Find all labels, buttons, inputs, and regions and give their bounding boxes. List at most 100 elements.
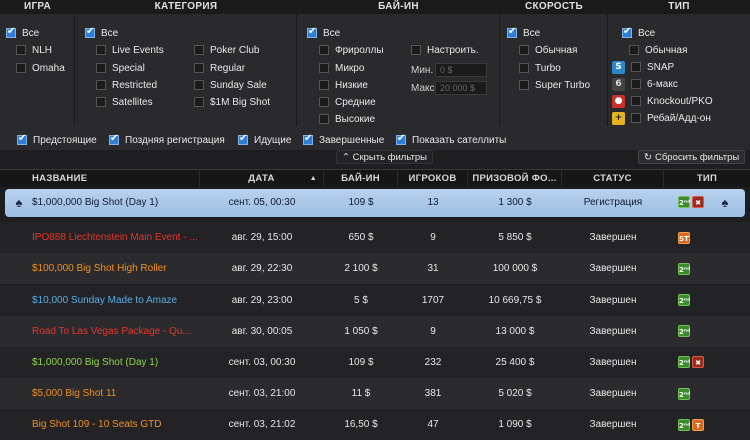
category-all-checkbox[interactable]: Все (85, 26, 118, 40)
type-knockout-checkbox[interactable]: ● Knockout/PKO (612, 94, 713, 108)
tournament-prize: 1 300 $ (468, 189, 562, 217)
buyin-max-input[interactable]: 20 000 $ (435, 81, 487, 95)
col-buyin[interactable]: БАЙ-ИН (324, 170, 398, 188)
st-icon: ST (678, 232, 690, 244)
chevron-up-icon: ⌃ (342, 152, 353, 163)
speed-filter: Все Обычная Turbo Super Turbo (500, 14, 608, 126)
buyin-medium-checkbox[interactable]: Средние (319, 95, 376, 109)
tournament-date: авг. 29, 22:30 (200, 253, 324, 284)
status-finished-checkbox[interactable]: Завершенные (303, 133, 384, 147)
category-poker-club-checkbox[interactable]: Poker Club (194, 43, 259, 57)
table-row[interactable]: $5,000 Big Shot 11 сент. 03, 21:00 11 $ 381… (0, 378, 750, 409)
buyin-low-checkbox[interactable]: Низкие (319, 78, 368, 92)
tournament-date: сент. 03, 21:00 (200, 378, 324, 409)
tournament-prize: 100 000 $ (468, 253, 562, 284)
col-players[interactable]: ИГРОКОВ (398, 170, 468, 188)
game-all-checkbox[interactable]: Все (6, 26, 39, 40)
tournament-name: Road To Las Vegas Package - Qu... (32, 316, 202, 347)
category-satellites-checkbox[interactable]: Satellites (96, 95, 153, 109)
tournament-name: $10,000 Sunday Made to Amaze (32, 285, 202, 316)
type-rebuy-checkbox[interactable]: + Ребай/Адд-он (612, 111, 711, 125)
type-all-checkbox[interactable]: Все (622, 26, 655, 40)
reset-filters-button[interactable]: ↻ Сбросить фильтры (638, 150, 745, 164)
buyin-filter: Все Фрироллы Микро Низкие Средние Высоки… (297, 14, 500, 126)
tournament-name: $1,000,000 Big Shot (Day 1) (32, 347, 202, 378)
category-regular-checkbox[interactable]: Regular (194, 61, 245, 75)
type-snap-checkbox[interactable]: S SNAP (612, 60, 674, 74)
tournament-buyin: 16,50 $ (324, 409, 398, 440)
hide-filters-button[interactable]: ⌃ Скрыть фильтры (336, 150, 433, 164)
col-status[interactable]: СТАТУС (562, 170, 664, 188)
tournament-status: Завершен (562, 378, 664, 409)
table-row[interactable]: Big Shot 109 - 10 Seats GTD сент. 03, 21:… (0, 409, 750, 440)
speed-super-turbo-checkbox[interactable]: Super Turbo (519, 78, 590, 92)
tournament-date: сент. 03, 00:30 (200, 347, 324, 378)
tournament-type: 2ⁿᵈ (678, 253, 738, 284)
speed-turbo-checkbox[interactable]: Turbo (519, 61, 561, 75)
status-running-checkbox[interactable]: Идущие (238, 133, 291, 147)
table-row[interactable]: $1,000,000 Big Shot (Day 1) сент. 03, 00:… (0, 347, 750, 378)
tournament-players: 232 (398, 347, 468, 378)
tournament-players: 9 (398, 316, 468, 347)
category-live-events-checkbox[interactable]: Live Events (96, 43, 164, 57)
col-date[interactable]: ДАТА ▲ (200, 170, 324, 188)
game-omaha-checkbox[interactable]: Omaha (16, 61, 65, 75)
buyin-high-checkbox[interactable]: Высокие (319, 112, 375, 126)
tournament-prize: 10 669,75 $ (468, 285, 562, 316)
speed-header: СКОРОСТЬ (500, 0, 608, 14)
2nd-chance-icon: 2ⁿᵈ (678, 388, 690, 400)
buyin-all-checkbox[interactable]: Все (307, 26, 340, 40)
refresh-icon: ↻ (644, 152, 655, 163)
tournament-players: 31 (398, 253, 468, 284)
status-late-reg-checkbox[interactable]: Поздняя регистрация (109, 133, 225, 147)
table-row[interactable]: Road To Las Vegas Package - Qu... авг. 30… (0, 316, 750, 347)
buyin-custom-checkbox[interactable]: Настроить. (411, 43, 479, 57)
2nd-chance-icon: 2ⁿᵈ (678, 294, 690, 306)
col-prize[interactable]: ПРИЗОВОЙ ФО... (468, 170, 562, 188)
tournament-players: 9 (398, 222, 468, 253)
tournament-type: 2ⁿᵈ (678, 285, 738, 316)
speed-normal-checkbox[interactable]: Обычная (519, 43, 577, 57)
2nd-chance-icon: 2ⁿᵈ (678, 419, 690, 431)
tournament-status: Завершен (562, 409, 664, 440)
table-row[interactable]: IPO888 Liechtenstein Main Event - ... авг… (0, 222, 750, 253)
tournament-buyin: 109 $ (324, 347, 398, 378)
table-row[interactable]: $100,000 Big Shot High Roller авг. 29, 22… (0, 253, 750, 284)
tournament-players: 13 (398, 189, 468, 217)
category-big-shot-checkbox[interactable]: $1M Big Shot (194, 95, 270, 109)
tournament-players: 47 (398, 409, 468, 440)
tournament-players: 381 (398, 378, 468, 409)
table-row[interactable]: ♠ $1,000,000 Big Shot (Day 1) сент. 05, 00… (5, 189, 745, 217)
buyin-micro-checkbox[interactable]: Микро (319, 61, 364, 75)
knockout-icon: ● (612, 95, 625, 108)
tournament-status: Завершен (562, 253, 664, 284)
show-satellites-checkbox[interactable]: Показать сателлиты (396, 133, 506, 147)
status-upcoming-checkbox[interactable]: Предстоящие (17, 133, 97, 147)
tournament-date: сент. 05, 00:30 (200, 189, 324, 217)
buyin-freerolls-checkbox[interactable]: Фрироллы (319, 43, 384, 57)
2nd-chance-icon: 2ⁿᵈ (678, 263, 690, 275)
category-restricted-checkbox[interactable]: Restricted (96, 78, 157, 92)
col-type[interactable]: ТИП (664, 170, 750, 188)
tournament-type: 2ⁿᵈ T (678, 409, 738, 440)
category-sunday-sale-checkbox[interactable]: Sunday Sale (194, 78, 267, 92)
type-header: ТИП (608, 0, 750, 14)
category-special-checkbox[interactable]: Special (96, 61, 145, 75)
buyin-min-input[interactable]: 0 $ (435, 63, 487, 77)
tournament-prize: 13 000 $ (468, 316, 562, 347)
type-6max-checkbox[interactable]: 6 6-макс (612, 77, 678, 91)
game-nlh-checkbox[interactable]: NLH (16, 43, 52, 57)
tournament-prize: 25 400 $ (468, 347, 562, 378)
col-name[interactable]: НАЗВАНИЕ (0, 170, 200, 188)
table-row[interactable]: $10,000 Sunday Made to Amaze авг. 29, 23:… (0, 285, 750, 316)
speed-all-checkbox[interactable]: Все (507, 26, 540, 40)
rebuy-icon: + (612, 112, 625, 125)
tournament-date: авг. 29, 15:00 (200, 222, 324, 253)
tournament-date: авг. 30, 00:05 (200, 316, 324, 347)
game-filter: Все NLH Omaha (0, 14, 75, 126)
tournament-players: 1707 (398, 285, 468, 316)
tournament-buyin: 1 050 $ (324, 316, 398, 347)
tournament-name: $1,000,000 Big Shot (Day 1) (32, 189, 202, 217)
type-normal-checkbox[interactable]: Обычная (629, 43, 687, 57)
